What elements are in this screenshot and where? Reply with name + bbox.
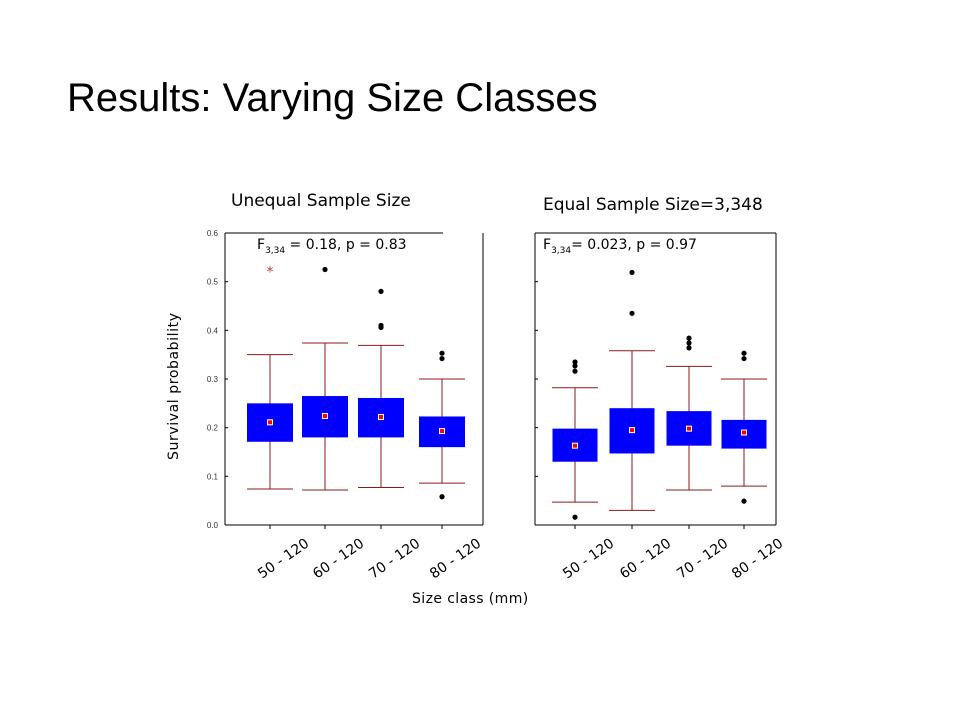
outlier-point (629, 310, 635, 316)
outlier-point (378, 288, 384, 294)
left-chart-title: Unequal Sample Size (231, 191, 411, 211)
outlier-point (439, 350, 445, 356)
median-marker (439, 428, 445, 435)
y-tick-label: 0.1 (207, 472, 219, 481)
median-marker (572, 442, 578, 449)
x-category-label: 80 - 120 (729, 536, 786, 583)
outlier-point (741, 350, 747, 356)
right-chart-title: Equal Sample Size=3,348 (543, 195, 763, 215)
y-tick-label: 0.5 (207, 278, 219, 287)
median-marker (378, 413, 384, 420)
median-marker (267, 419, 273, 426)
slide-title: Results: Varying Size Classes (67, 76, 598, 120)
outlier-point (572, 359, 578, 365)
x-category-label: 70 - 120 (674, 536, 731, 583)
y-tick-label: 0.2 (207, 424, 219, 433)
outlier-point (378, 324, 384, 331)
x-category-label: 50 - 120 (255, 536, 312, 583)
outlier-point (629, 269, 635, 276)
median-marker (322, 412, 328, 419)
outlier-point (741, 355, 747, 362)
extreme-point: * (267, 264, 274, 280)
outlier-point (686, 340, 692, 346)
y-tick-label: 0.4 (207, 326, 219, 335)
left-f-statistic: F3,34 = 0.18, p = 0.83 (257, 237, 407, 256)
x-category-label: 70 - 120 (366, 536, 423, 583)
y-tick-label: 0.0 (207, 521, 219, 530)
outlier-point (686, 345, 692, 351)
y-tick-label: 0.3 (207, 375, 219, 384)
outlier-point (572, 363, 578, 369)
outlier-point (439, 355, 445, 362)
x-category-label: 60 - 120 (310, 536, 367, 583)
outlier-point (572, 514, 578, 520)
y-tick-label: 0.6 (207, 229, 219, 238)
x-category-label: 80 - 120 (427, 536, 484, 583)
outlier-point (686, 335, 692, 341)
median-marker (741, 429, 747, 436)
outlier-point (572, 368, 578, 374)
median-marker (629, 427, 635, 434)
x-category-label: 50 - 120 (560, 536, 617, 583)
outlier-point (439, 494, 445, 500)
right-f-statistic: F3,34= 0.023, p = 0.97 (543, 237, 697, 256)
x-category-label: 60 - 120 (617, 536, 674, 583)
outlier-point (741, 498, 747, 504)
x-axis-label: Size class (mm) (412, 591, 529, 607)
median-marker (686, 425, 692, 432)
outlier-point (322, 266, 328, 273)
